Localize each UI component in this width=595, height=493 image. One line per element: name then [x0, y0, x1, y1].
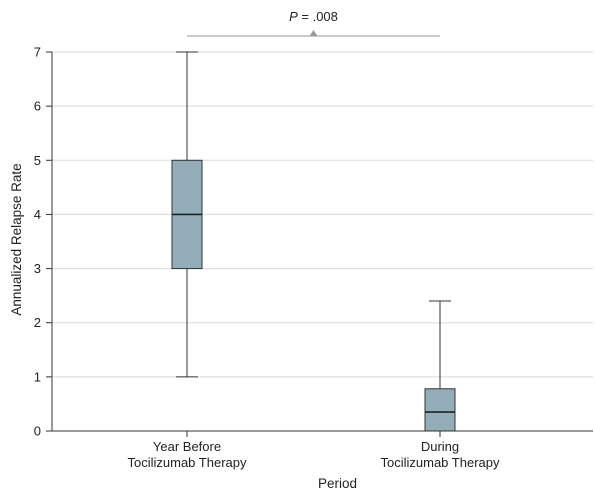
- y-tick-label: 6: [34, 99, 41, 114]
- box-iqr: [424, 388, 456, 432]
- y-tick-label: 4: [34, 207, 41, 222]
- bracket-marker-icon: [309, 30, 318, 36]
- y-tick-label: 5: [34, 153, 41, 168]
- box-1: [171, 51, 203, 378]
- x-tick-label: During: [421, 439, 459, 454]
- y-axis-title: Annualized Relapse Rate: [9, 163, 24, 315]
- y-tick-label: 3: [34, 261, 41, 276]
- y-tick-label: 1: [34, 369, 41, 384]
- x-axis-title: Period: [318, 476, 357, 491]
- significance-annotation: P = .008: [187, 9, 440, 37]
- box-2: [424, 300, 456, 432]
- y-tick-label: 7: [34, 45, 41, 60]
- y-tick-label: 2: [34, 315, 41, 330]
- y-tick-label: 0: [34, 424, 41, 439]
- boxes: [171, 51, 456, 432]
- x-tick-label: Tocilizumab Therapy: [381, 455, 500, 470]
- axes: [46, 51, 593, 437]
- p-value-label: P = .008: [289, 9, 338, 24]
- gridlines: [52, 51, 593, 378]
- x-tick-label: Year Before: [153, 439, 221, 454]
- x-tick-label: Tocilizumab Therapy: [128, 455, 247, 470]
